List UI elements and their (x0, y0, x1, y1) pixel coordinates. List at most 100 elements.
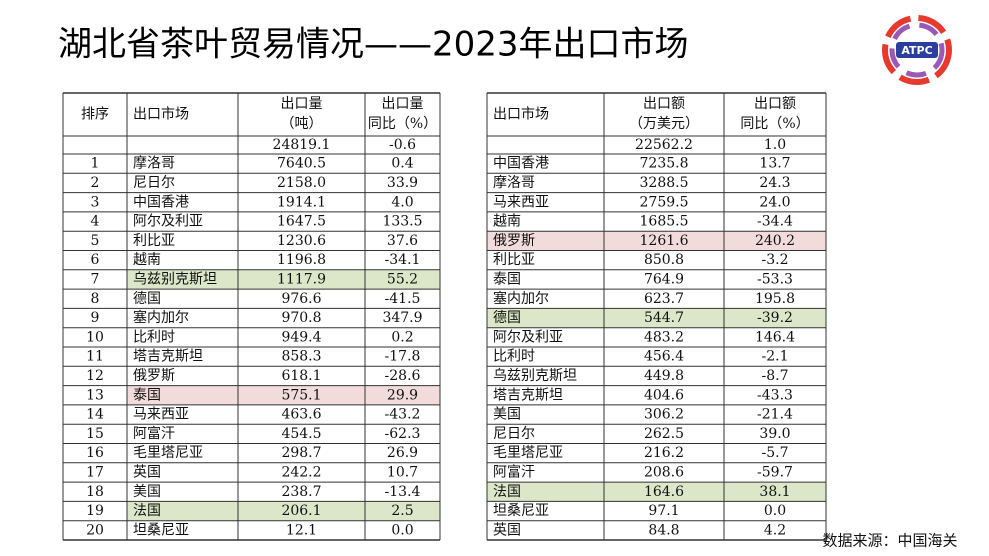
number-cell: 850.8 (644, 252, 684, 268)
number-cell: 0.0 (391, 522, 413, 538)
number-cell: 8 (91, 291, 100, 307)
market-cell: 马来西亚 (133, 407, 189, 423)
number-cell: 3288.5 (640, 175, 689, 191)
market-cell: 英国 (493, 521, 521, 538)
market-cell: 塔吉克斯坦 (133, 349, 203, 365)
market-cell: 比利时 (493, 349, 535, 365)
number-cell: 1914.1 (277, 194, 326, 210)
number-cell: -53.3 (757, 271, 793, 287)
number-cell: 10.7 (387, 464, 418, 480)
number-cell: 2 (91, 175, 100, 191)
market-cell: 俄罗斯 (133, 368, 175, 384)
number-cell: 2759.5 (640, 194, 689, 210)
number-cell: 11 (86, 349, 104, 365)
market-cell: 塞内加尔 (133, 309, 189, 326)
number-cell: -3.2 (762, 252, 789, 268)
number-cell: 16 (86, 445, 104, 461)
number-cell: -43.2 (385, 407, 421, 423)
market-cell: 中国香港 (493, 156, 549, 172)
number-cell: 24.0 (759, 194, 790, 210)
number-cell: 13 (86, 387, 104, 403)
number-cell: 618.1 (281, 368, 321, 384)
number-cell: 4.2 (764, 522, 786, 538)
number-cell: -41.5 (385, 291, 421, 307)
number-cell: 7 (91, 271, 100, 287)
number-cell: 262.5 (644, 426, 684, 442)
number-cell: 4.0 (391, 194, 413, 210)
number-cell: 18 (86, 484, 104, 500)
number-cell: 764.9 (644, 271, 684, 287)
number-cell: 240.2 (755, 233, 795, 249)
market-cell: 德国 (493, 310, 521, 326)
number-cell: 454.5 (281, 426, 321, 442)
market-cell: 塞内加尔 (493, 290, 549, 307)
column-header: 出口量 (382, 96, 424, 112)
number-cell: 298.7 (281, 445, 321, 461)
number-cell: 216.2 (644, 445, 684, 461)
number-cell: -62.3 (385, 426, 421, 442)
market-cell: 英国 (133, 463, 161, 480)
number-cell: 1230.6 (277, 233, 326, 249)
number-cell: 195.8 (755, 291, 795, 307)
market-cell: 尼日尔 (493, 426, 535, 442)
row-highlight (127, 385, 440, 405)
market-cell: 毛里塔尼亚 (493, 445, 563, 461)
number-cell: 976.6 (281, 291, 321, 307)
number-cell: 38.1 (759, 484, 790, 500)
number-cell: 133.5 (382, 214, 422, 230)
number-cell: 949.4 (281, 329, 321, 345)
market-cell: 坦桑尼亚 (133, 522, 189, 538)
number-cell: 14 (86, 407, 104, 423)
number-cell: 544.7 (644, 310, 684, 326)
number-cell: 404.6 (644, 387, 684, 403)
number-cell: 17 (86, 464, 104, 480)
column-header: （万美元） (629, 116, 699, 132)
number-cell: 146.4 (755, 329, 795, 345)
total-cell: 1.0 (764, 137, 786, 153)
number-cell: -8.7 (762, 368, 789, 384)
source: 数据来源：中国海关 (822, 532, 957, 550)
total-cell: -0.6 (389, 137, 416, 153)
column-header: 同比（%） (740, 116, 809, 132)
market-cell: 美国 (133, 484, 161, 500)
market-cell: 毛里塔尼亚 (133, 445, 203, 461)
number-cell: 97.1 (648, 503, 679, 519)
number-cell: 24.3 (759, 175, 790, 191)
market-cell: 乌兹别克斯坦 (493, 368, 577, 384)
column-header: 出口量 (281, 96, 323, 112)
market-cell: 尼日尔 (133, 175, 175, 191)
row-highlight (487, 231, 826, 251)
number-cell: -13.4 (385, 484, 421, 500)
market-cell: 俄罗斯 (493, 233, 535, 249)
market-cell: 美国 (493, 407, 521, 423)
market-cell: 越南 (493, 214, 521, 230)
title: 湖北省茶叶贸易情况——2023年出口市场 (58, 25, 689, 65)
number-cell: 206.1 (281, 503, 321, 519)
market-cell: 德国 (133, 291, 161, 307)
number-cell: 347.9 (382, 310, 422, 326)
market-cell: 坦桑尼亚 (493, 503, 549, 519)
number-cell: 6 (91, 252, 100, 268)
market-cell: 比利时 (133, 329, 175, 345)
number-cell: 0.4 (391, 156, 413, 172)
number-cell: -34.4 (757, 214, 793, 230)
number-cell: 575.1 (281, 387, 321, 403)
number-cell: 3 (91, 194, 100, 210)
number-cell: 37.6 (387, 233, 418, 249)
number-cell: 7235.8 (640, 156, 689, 172)
column-header: 排序 (81, 107, 109, 123)
number-cell: 1196.8 (277, 252, 326, 268)
number-cell: -2.1 (762, 349, 789, 365)
number-cell: 449.8 (644, 368, 684, 384)
number-cell: -5.7 (762, 445, 789, 461)
market-cell: 泰国 (493, 271, 521, 287)
row-highlight (487, 482, 826, 502)
number-cell: -43.3 (757, 387, 793, 403)
number-cell: -34.1 (385, 252, 421, 268)
number-cell: 858.3 (281, 349, 321, 365)
number-cell: 2158.0 (277, 175, 326, 191)
total-cell: 24819.1 (273, 137, 331, 153)
column-header: 出口市场 (493, 106, 549, 123)
